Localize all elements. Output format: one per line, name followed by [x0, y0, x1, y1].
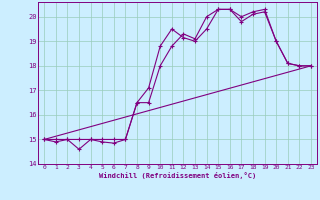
X-axis label: Windchill (Refroidissement éolien,°C): Windchill (Refroidissement éolien,°C)	[99, 172, 256, 179]
